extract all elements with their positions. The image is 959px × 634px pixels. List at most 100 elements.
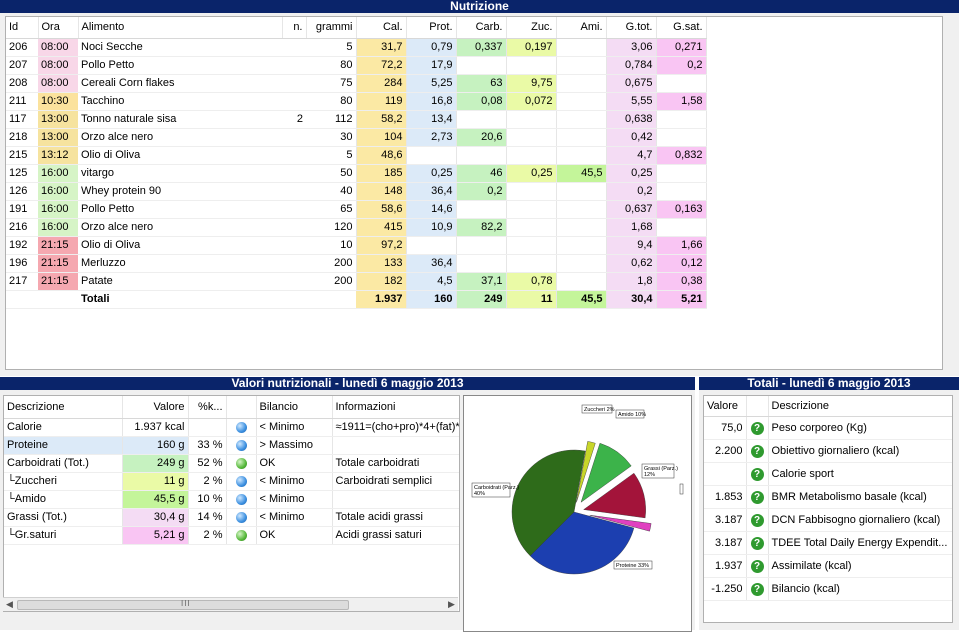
totali-value: 1.937 [704, 554, 747, 578]
totali-row[interactable]: 3.187? DCN Fabbisogno giornaliero (kcal) [704, 508, 952, 532]
table-cell: 75 [306, 74, 357, 93]
help-question-icon[interactable]: ? [750, 421, 764, 435]
valori-header-row: Descrizione Valore %k... Bilancio Informazio… [4, 396, 459, 419]
table-row[interactable]: 211 10:30 Tacchino 80 119 16,8 0,08 0,072 5,55 1,… [6, 92, 707, 111]
status-warning-dot-icon [235, 475, 247, 487]
table-row[interactable]: 216 16:00 Orzo alce nero 120 415 10,9 82,2 1,68 [6, 218, 707, 237]
table-row[interactable]: 125 16:00 vitargo 50 185 0,25 46 0,25 45,5 0,25 [6, 164, 707, 183]
help-question-icon[interactable]: ? [750, 467, 764, 481]
table-row[interactable]: 117 13:00 Tonno naturale sisa 2 112 58,2 13,4 0… [6, 110, 707, 129]
table-cell: 0,197 [506, 38, 557, 57]
totali-row[interactable]: -1.250? Bilancio (kcal) [704, 577, 952, 601]
valori-table: Descrizione Valore %k... Bilancio Informazio… [4, 396, 459, 545]
table-cell: 0,784 [606, 56, 657, 75]
help-question-icon[interactable]: ? [750, 490, 764, 504]
table-row[interactable]: 192 21:15 Olio di Oliva 10 97,2 9,4 1,66 [6, 236, 707, 255]
table-row[interactable]: 207 08:00 Pollo Petto 80 72,2 17,9 0,784 0,2 [6, 56, 707, 75]
table-cell [556, 272, 607, 291]
macronutrient-pie-chart: Proteine 33% Carboidrati (Parz.) 40% Zucche… [463, 395, 692, 632]
valori-row[interactable]: Grassi (Tot.) 30,4 g 14 % < Minimo Totale ac… [4, 508, 459, 527]
table-cell [282, 92, 306, 111]
totali-column-header-3[interactable]: Descrizione [768, 396, 952, 417]
scrollbar-thumb[interactable] [17, 600, 349, 610]
valori-row[interactable]: Proteine 160 g 33 % > Massimo [4, 436, 459, 455]
table-row[interactable]: 196 21:15 Merluzzo 200 133 36,4 0,62 0,12 [6, 254, 707, 273]
scroll-left-arrow-icon[interactable]: ◀ [6, 599, 13, 609]
valori-desc: └Zuccheri [4, 472, 123, 491]
pie-slice [576, 441, 596, 503]
valori-row[interactable]: └Amido 45,5 g 10 % < Minimo [4, 490, 459, 509]
help-question-icon[interactable]: ? [750, 513, 764, 527]
column-header-8[interactable]: Carb. [456, 17, 507, 39]
valori-grid[interactable]: Descrizione Valore %k... Bilancio Informazio… [3, 395, 460, 612]
totali-row[interactable]: ? Calorie sport [704, 462, 952, 486]
column-header-6[interactable]: Cal. [356, 17, 407, 39]
table-cell: 200 [306, 254, 357, 273]
valori-column-header-3[interactable]: %k... [188, 396, 227, 419]
totali-row[interactable]: 1.853? BMR Metabolismo basale (kcal) [704, 485, 952, 509]
valori-column-header-6[interactable]: Informazioni [332, 396, 459, 419]
column-header-4[interactable]: n. [282, 17, 307, 39]
column-header-7[interactable]: Prot. [406, 17, 457, 39]
table-cell [282, 200, 306, 219]
column-header-5[interactable]: grammi [306, 17, 357, 39]
table-row[interactable]: 208 08:00 Cereali Corn flakes 75 284 5,25 63 9,… [6, 74, 707, 93]
valori-desc: Carboidrati (Tot.) [4, 454, 123, 473]
totali-value: -1.250 [704, 577, 747, 601]
totali-column-header-1[interactable]: Valore [704, 396, 747, 417]
totali-desc: Calorie sport [768, 462, 952, 486]
valori-desc: └Gr.saturi [4, 526, 123, 545]
totali-desc: TDEE Total Daily Energy Expendit... [768, 531, 952, 555]
help-question-icon[interactable]: ? [750, 559, 764, 573]
valori-column-header-1[interactable]: Descrizione [4, 396, 123, 419]
column-header-9[interactable]: Zuc. [506, 17, 557, 39]
table-cell: 16:00 [38, 218, 78, 237]
totali-row[interactable]: 3.187? TDEE Total Daily Energy Expendit..… [704, 531, 952, 555]
nutrizione-grid[interactable]: Id Ora Alimento n. grammi Cal. Prot. Carb. Zuc. A… [5, 16, 943, 370]
totali-help-cell: ? [746, 554, 769, 578]
scroll-right-arrow-icon[interactable]: ▶ [448, 599, 455, 609]
totali-value: 75,0 [704, 416, 747, 440]
table-cell [556, 74, 607, 93]
totali-row[interactable]: 75,0? Peso corporeo (Kg) [704, 416, 952, 440]
table-row[interactable]: 215 13:12 Olio di Oliva 5 48,6 4,7 0,832 [6, 146, 707, 165]
table-row[interactable]: 126 16:00 Whey protein 90 40 148 36,4 0,2 0,2 [6, 182, 707, 201]
table-cell: Orzo alce nero [78, 128, 282, 147]
column-header-1[interactable]: Id [6, 17, 39, 39]
totali-title: Totali - lunedì 6 maggio 2013 [699, 377, 959, 390]
table-row[interactable]: 218 13:00 Orzo alce nero 30 104 2,73 20,6 0,42 [6, 128, 707, 147]
totali-row[interactable]: 1.937? Assimilate (kcal) [704, 554, 952, 578]
table-cell: 215 [6, 146, 38, 165]
valori-info [332, 436, 459, 455]
column-header-10[interactable]: Ami. [556, 17, 607, 39]
valori-column-header-4[interactable] [226, 396, 257, 419]
help-question-icon[interactable]: ? [750, 582, 764, 596]
table-cell [556, 92, 607, 111]
valori-percent [188, 418, 227, 437]
totali-row[interactable]: 2.200? Obiettivo giornaliero (kcal) [704, 439, 952, 463]
table-row[interactable]: 206 08:00 Noci Secche 5 31,7 0,79 0,337 0,197 3,… [6, 38, 707, 57]
table-row[interactable]: 217 21:15 Patate 200 182 4,5 37,1 0,78 1,8 0,38 [6, 272, 707, 291]
totals-cell: 30,4 [606, 290, 657, 309]
nutrizione-title: Nutrizione [0, 0, 959, 13]
table-cell: 182 [356, 272, 407, 291]
column-header-11[interactable]: G.tot. [606, 17, 657, 39]
valori-column-header-2[interactable]: Valore [122, 396, 189, 419]
table-cell: 119 [356, 92, 407, 111]
table-cell: 0,072 [506, 92, 557, 111]
valori-row[interactable]: Calorie 1.937 kcal < Minimo ≈1911=(cho+pro)… [4, 418, 459, 437]
totali-grid[interactable]: Valore Descrizione 75,0? Peso corporeo (Kg… [703, 395, 953, 623]
column-header-12[interactable]: G.sat. [656, 17, 707, 39]
valori-row[interactable]: Carboidrati (Tot.) 249 g 52 % OK Totale carb… [4, 454, 459, 473]
help-question-icon[interactable]: ? [750, 444, 764, 458]
column-header-2[interactable]: Ora [38, 17, 79, 39]
help-question-icon[interactable]: ? [750, 536, 764, 550]
valori-horizontal-scrollbar[interactable]: ◀ III ▶ [3, 597, 458, 611]
valori-column-header-5[interactable]: Bilancio [256, 396, 333, 419]
totali-column-header-2[interactable] [746, 396, 769, 417]
table-cell: 1,68 [606, 218, 657, 237]
column-header-3[interactable]: Alimento [78, 17, 283, 39]
table-row[interactable]: 191 16:00 Pollo Petto 65 58,6 14,6 0,637 0,163 [6, 200, 707, 219]
